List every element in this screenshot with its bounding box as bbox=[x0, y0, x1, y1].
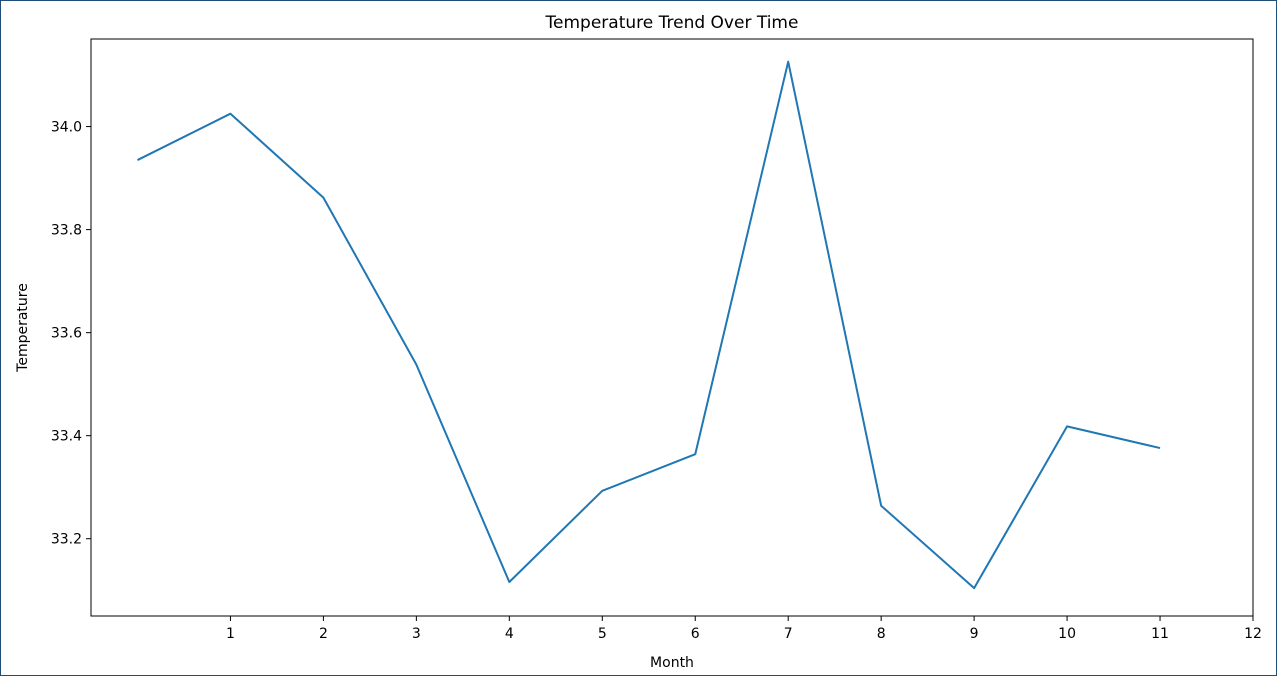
x-tick-label: 8 bbox=[877, 626, 886, 642]
series-layer bbox=[137, 60, 1161, 590]
x-tick-label: 7 bbox=[784, 626, 793, 642]
x-tick-label: 5 bbox=[598, 626, 607, 642]
x-tick-label: 1 bbox=[226, 626, 235, 642]
x-tick-label: 4 bbox=[505, 626, 514, 642]
y-axis: 33.2 33.4 33.6 33.8 34.0 bbox=[51, 120, 91, 548]
x-tick-label: 9 bbox=[970, 626, 979, 642]
y-tick-label: 33.8 bbox=[51, 223, 82, 239]
x-tick-label: 11 bbox=[1151, 626, 1169, 642]
x-tick-label: 2 bbox=[319, 626, 328, 642]
y-axis-label: Temperature bbox=[15, 283, 31, 373]
x-tick-label: 3 bbox=[412, 626, 421, 642]
x-tick-label: 6 bbox=[691, 626, 700, 642]
series-line bbox=[137, 60, 1161, 590]
x-axis: 1 2 3 4 5 6 7 8 9 10 11 12 bbox=[226, 616, 1262, 642]
y-tick-label: 33.4 bbox=[51, 429, 82, 445]
x-tick-label: 12 bbox=[1244, 626, 1262, 642]
x-tick-label: 10 bbox=[1058, 626, 1076, 642]
y-tick-label: 33.6 bbox=[51, 326, 82, 342]
y-tick-label: 33.2 bbox=[51, 532, 82, 548]
y-tick-label: 34.0 bbox=[51, 120, 82, 136]
x-axis-label: Month bbox=[650, 655, 694, 671]
plot-area bbox=[90, 38, 1254, 617]
axes-box bbox=[90, 38, 1254, 617]
chart-title: Temperature Trend Over Time bbox=[545, 13, 799, 33]
